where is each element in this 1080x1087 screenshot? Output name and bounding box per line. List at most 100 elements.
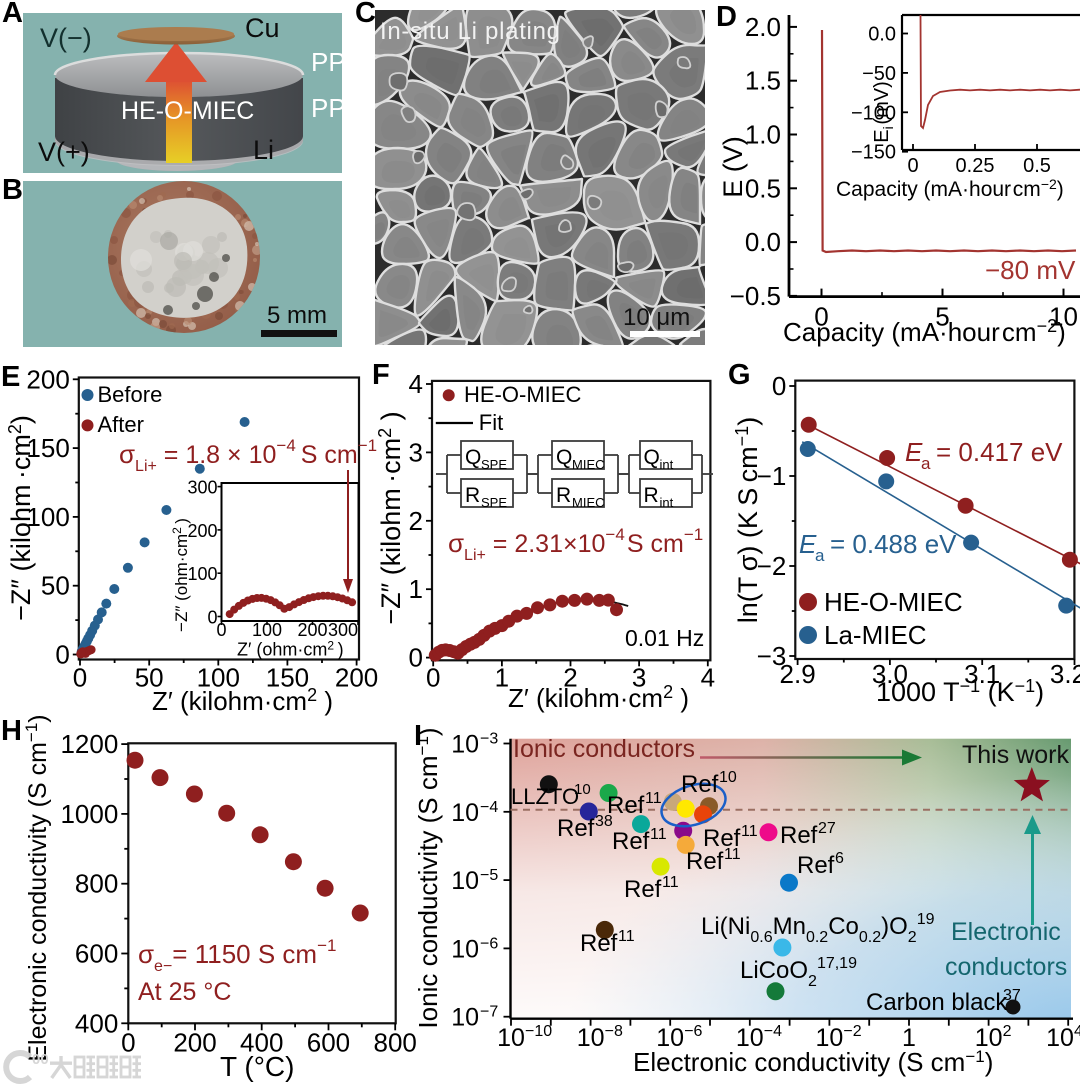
svg-text:Ref: Ref: [607, 792, 645, 819]
svg-text:0: 0: [907, 155, 918, 177]
svg-text:0: 0: [55, 640, 69, 670]
svg-text:0.01 Hz: 0.01 Hz: [625, 625, 704, 651]
svg-text:3.2: 3.2: [1050, 659, 1080, 689]
svg-text:After: After: [98, 412, 144, 437]
svg-text:600: 600: [75, 939, 118, 969]
svg-text:Z′ (kilohm·cm2 ): Z′ (kilohm·cm2 ): [152, 685, 333, 716]
svg-text:−3: −3: [757, 641, 787, 671]
svg-text:800: 800: [373, 1027, 416, 1057]
svg-text:F: F: [372, 359, 390, 391]
svg-text:−3: −3: [480, 731, 498, 748]
svg-text:38: 38: [595, 813, 613, 830]
svg-text:MIEC: MIEC: [572, 457, 605, 472]
svg-text:int: int: [660, 457, 674, 472]
svg-text:HE-O-MIEC: HE-O-MIEC: [464, 382, 581, 407]
svg-text:5 mm: 5 mm: [267, 302, 327, 329]
svg-text:Ref: Ref: [797, 852, 835, 879]
svg-text:Fit: Fit: [479, 410, 503, 435]
svg-text:3.1: 3.1: [964, 659, 1000, 689]
svg-text:10: 10: [719, 769, 737, 786]
svg-text:10: 10: [577, 1024, 605, 1052]
svg-text:C: C: [355, 0, 376, 29]
svg-text:0: 0: [409, 643, 423, 673]
svg-text:Electronic conductivity (S cm−: Electronic conductivity (S cm−1): [633, 1047, 993, 1077]
svg-text:200: 200: [297, 620, 327, 640]
svg-text:27: 27: [818, 820, 836, 837]
svg-text:SPE: SPE: [481, 495, 507, 510]
svg-text:3: 3: [409, 437, 423, 467]
svg-text:11: 11: [650, 826, 667, 843]
svg-text:−6: −6: [480, 935, 498, 952]
svg-text:11: 11: [724, 846, 741, 863]
svg-text:−8: −8: [605, 1023, 623, 1040]
svg-text:10: 10: [975, 1024, 1003, 1052]
svg-text:Z′ (kilohm·cm2 ): Z′ (kilohm·cm2 ): [508, 682, 689, 713]
svg-text:V(−): V(−): [40, 23, 92, 53]
svg-text:100: 100: [197, 663, 240, 693]
svg-text:−Z″ (kilohm ·cm2 ): −Z″ (kilohm ·cm2 ): [375, 411, 406, 624]
svg-text:T (°C): T (°C): [220, 1051, 294, 1082]
svg-text:10: 10: [736, 1024, 764, 1052]
svg-text:−Z″ (ohm·cm2 ): −Z″ (ohm·cm2 ): [170, 518, 191, 632]
svg-text:Ref: Ref: [580, 930, 618, 957]
svg-text:I: I: [414, 720, 422, 752]
svg-text:50: 50: [135, 663, 164, 693]
svg-text:σLi+ = 2.31×10−4 S cm−1: σLi+ = 2.31×10−4 S cm−1: [448, 525, 703, 564]
svg-text:0.5: 0.5: [1023, 155, 1051, 177]
svg-text:11: 11: [741, 823, 758, 840]
svg-text:2: 2: [1003, 1023, 1012, 1040]
svg-text:−10: −10: [525, 1023, 552, 1040]
svg-text:D: D: [716, 1, 737, 33]
svg-text:1200: 1200: [60, 729, 118, 759]
svg-text:Q: Q: [556, 446, 572, 469]
svg-text:0: 0: [207, 608, 217, 628]
svg-text:Before: Before: [98, 382, 163, 407]
svg-text:−4: −4: [764, 1023, 782, 1040]
svg-text:−7: −7: [480, 1004, 498, 1021]
svg-text:5: 5: [935, 302, 949, 332]
svg-text:Cu: Cu: [245, 13, 280, 43]
svg-text:This work: This work: [962, 741, 1069, 769]
svg-text:10 μm: 10 μm: [623, 304, 690, 331]
svg-text:0: 0: [216, 620, 226, 640]
svg-text:100: 100: [26, 502, 69, 532]
svg-text:V(+): V(+): [38, 137, 90, 167]
svg-text:10: 10: [451, 1004, 479, 1032]
svg-text:0: 0: [73, 663, 87, 693]
svg-text:50: 50: [41, 571, 70, 601]
svg-text:Ref: Ref: [624, 876, 662, 903]
svg-text:300: 300: [328, 620, 358, 640]
svg-text:R: R: [644, 484, 659, 507]
svg-text:H: H: [1, 715, 22, 747]
svg-text:0: 0: [121, 1027, 135, 1057]
svg-text:2: 2: [409, 506, 423, 536]
svg-text:Z′ (ohm·cm2 ): Z′ (ohm·cm2 ): [237, 639, 344, 660]
svg-text:Li: Li: [253, 135, 274, 165]
svg-text:σLi+ = 1.8 × 10−4 S cm−1: σLi+ = 1.8 × 10−4 S cm−1: [119, 436, 377, 475]
svg-text:1.5: 1.5: [745, 66, 781, 96]
svg-text:a: a: [815, 546, 825, 565]
svg-text:Ref: Ref: [612, 828, 650, 855]
svg-text:11: 11: [645, 790, 662, 807]
svg-text:10: 10: [451, 935, 479, 963]
svg-text:6: 6: [835, 850, 844, 867]
svg-text:PP: PP: [311, 47, 346, 77]
svg-text:B: B: [2, 174, 23, 206]
svg-text:200: 200: [187, 521, 217, 541]
svg-text:−150: −150: [851, 142, 896, 164]
svg-text:HE-O-MIEC: HE-O-MIEC: [121, 97, 254, 125]
svg-text:Ionic conductors: Ionic conductors: [513, 735, 695, 763]
svg-text:150: 150: [26, 433, 69, 463]
svg-text:1: 1: [409, 574, 423, 604]
svg-text:1.0: 1.0: [745, 120, 781, 150]
svg-text:−Z″ (kilohm ·cm2): −Z″ (kilohm ·cm2): [5, 415, 36, 621]
svg-text:4: 4: [701, 662, 715, 692]
svg-text:Q: Q: [465, 446, 481, 469]
svg-text:200: 200: [173, 1027, 216, 1057]
svg-text:Ref: Ref: [686, 848, 724, 875]
svg-text:4: 4: [1074, 1023, 1080, 1040]
svg-text:Electronic conductivity (S cm−: Electronic conductivity (S cm−1): [22, 714, 52, 1061]
svg-text:Q: Q: [644, 446, 660, 469]
svg-text:−50: −50: [862, 63, 896, 85]
svg-text:Capacity (mA·hour cm−2): Capacity (mA·hour cm−2): [836, 176, 1064, 201]
